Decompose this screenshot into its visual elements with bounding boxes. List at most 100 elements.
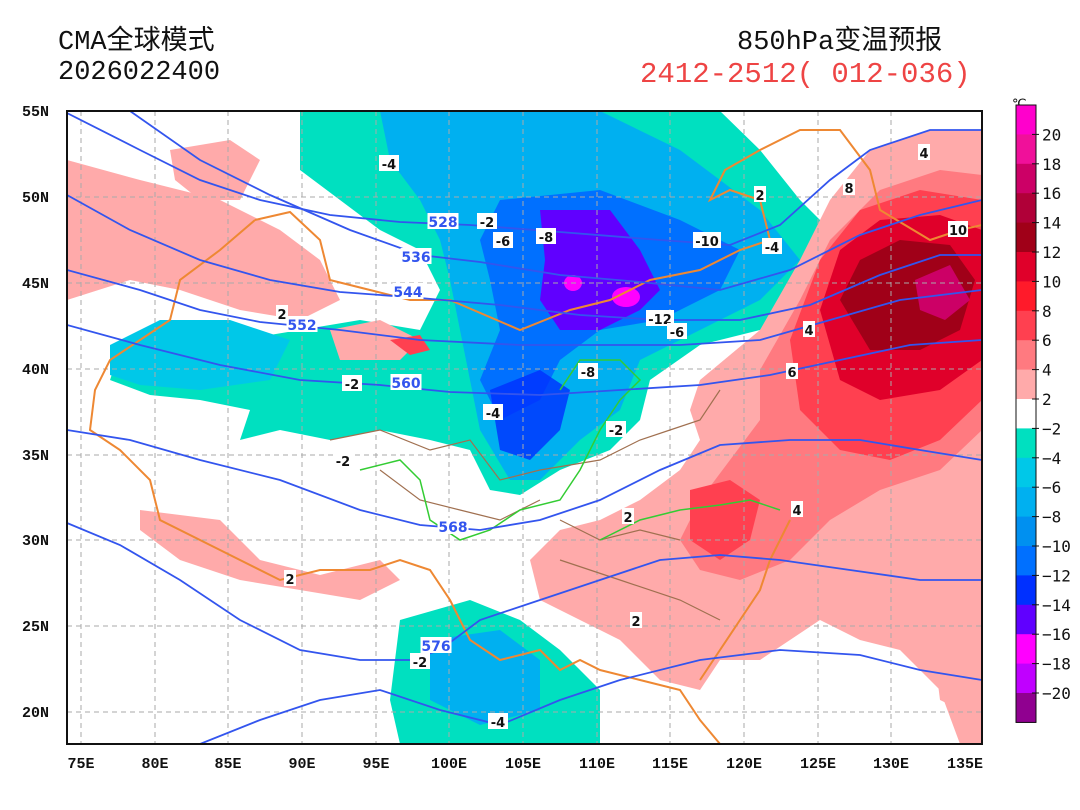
colorbar-swatch bbox=[1016, 193, 1036, 224]
map-frame bbox=[66, 110, 983, 745]
temp-change-label: -4 bbox=[486, 407, 500, 422]
height-label: 528 bbox=[428, 215, 457, 231]
temp-change-label: -2 bbox=[609, 424, 623, 439]
height-label: 536 bbox=[401, 250, 430, 266]
colorbar-swatch bbox=[1016, 222, 1036, 253]
label-bg bbox=[536, 228, 556, 244]
colorbar-label: −4 bbox=[1042, 449, 1061, 468]
temp-change-label: -2 bbox=[413, 656, 427, 671]
colorbar-label: 18 bbox=[1042, 155, 1061, 174]
colorbar-label: −10 bbox=[1042, 537, 1071, 556]
coastline bbox=[699, 519, 791, 681]
label-bg bbox=[437, 518, 469, 534]
label-bg bbox=[693, 232, 721, 248]
label-bg bbox=[622, 508, 634, 524]
national-border bbox=[254, 129, 982, 332]
temp-change-label: 2 bbox=[277, 308, 286, 323]
model-title: CMA全球模式 bbox=[58, 28, 215, 58]
colorbar-label: −6 bbox=[1042, 478, 1061, 497]
colorbar-label: −12 bbox=[1042, 566, 1071, 585]
label-bg bbox=[630, 612, 642, 628]
label-bg bbox=[379, 155, 399, 171]
valid-period: 2412-2512( 012-036) bbox=[640, 58, 971, 91]
colorbar-swatch bbox=[1016, 163, 1036, 194]
temp-change-label: 4 bbox=[792, 504, 801, 519]
colorbar-swatch bbox=[1016, 310, 1036, 341]
colorbar-label: −20 bbox=[1042, 684, 1071, 703]
label-bg bbox=[762, 238, 782, 254]
colorbar-label: 20 bbox=[1042, 125, 1061, 144]
lat-axis: 55N 50N 45N 40N 35N 30N 25N 20N bbox=[22, 104, 49, 722]
label-bg bbox=[276, 305, 288, 321]
height-label: 568 bbox=[438, 520, 467, 536]
colorbar-swatch bbox=[1016, 516, 1036, 547]
colorbar-swatch bbox=[1016, 634, 1036, 665]
colorbar-swatch bbox=[1016, 663, 1036, 694]
temp-change-label: -4 bbox=[765, 241, 779, 256]
label-bg bbox=[483, 404, 503, 420]
temp-change-label: -12 bbox=[648, 313, 672, 328]
label-bg bbox=[410, 653, 430, 669]
colorbar-swatch bbox=[1016, 428, 1036, 459]
lat-label: 45N bbox=[22, 276, 49, 293]
boundaries bbox=[88, 129, 982, 744]
lon-label: 95E bbox=[362, 756, 389, 773]
provincial-border bbox=[329, 389, 721, 621]
lon-label: 125E bbox=[800, 756, 836, 773]
colorbar: ℃ 2018161412108642−2−4−6−8−10−12−14−16−1… bbox=[1012, 97, 1071, 723]
temp-change-label: -4 bbox=[491, 716, 505, 731]
lat-label: 35N bbox=[22, 448, 49, 465]
label-bg bbox=[606, 421, 626, 437]
warm-region-core bbox=[840, 240, 975, 350]
colorbar-label: 2 bbox=[1042, 390, 1052, 409]
height-label: 560 bbox=[391, 376, 420, 392]
label-bg bbox=[791, 501, 803, 517]
temp-change-label: -2 bbox=[336, 455, 350, 470]
lon-label: 130E bbox=[873, 756, 909, 773]
temp-change-label: 2 bbox=[623, 511, 632, 526]
colorbar-swatch bbox=[1016, 487, 1036, 518]
height-label: 544 bbox=[393, 285, 422, 301]
label-bg bbox=[427, 213, 459, 229]
colorbar-swatch bbox=[1016, 340, 1036, 371]
temp-change-label: 6 bbox=[787, 366, 796, 381]
lat-label: 30N bbox=[22, 533, 49, 550]
warm-region-core-2 bbox=[915, 265, 970, 320]
colorbar-swatch bbox=[1016, 369, 1036, 400]
cold-region-south-inner bbox=[430, 630, 540, 725]
height-labels: 528 536 544 552 560 568 576 bbox=[286, 213, 469, 655]
height-label: 552 bbox=[287, 318, 316, 334]
temp-change-label: -10 bbox=[695, 235, 719, 250]
temp-change-label: -2 bbox=[345, 378, 359, 393]
height-label: 576 bbox=[421, 639, 450, 655]
colorbar-swatch bbox=[1016, 134, 1036, 165]
lat-label: 20N bbox=[22, 705, 49, 722]
temp-change-label: 2 bbox=[631, 615, 640, 630]
colorbar-label: 16 bbox=[1042, 184, 1061, 203]
colorbar-label: −16 bbox=[1042, 625, 1071, 644]
lon-label: 90E bbox=[288, 756, 315, 773]
label-bg bbox=[667, 323, 687, 339]
label-bg bbox=[420, 637, 452, 653]
label-bg bbox=[333, 452, 353, 468]
label-bg bbox=[803, 321, 815, 337]
lat-label: 25N bbox=[22, 619, 49, 636]
colorbar-swatch bbox=[1016, 457, 1036, 488]
label-bg bbox=[400, 248, 432, 264]
label-bg bbox=[284, 570, 296, 586]
colorbar-label: 8 bbox=[1042, 302, 1052, 321]
warm-region-mid bbox=[330, 320, 420, 360]
colorbar-swatch bbox=[1016, 604, 1036, 635]
label-bg bbox=[477, 213, 497, 229]
colorbar-swatch bbox=[1016, 575, 1036, 606]
label-bg bbox=[392, 283, 424, 299]
temp-change-label: 4 bbox=[804, 324, 813, 339]
colorbar-swatch bbox=[1016, 105, 1036, 135]
lon-label: 100E bbox=[431, 756, 467, 773]
temp-change-label: 2 bbox=[755, 189, 764, 204]
label-bg bbox=[646, 310, 674, 326]
lat-label: 55N bbox=[22, 104, 49, 121]
colorbar-label: 6 bbox=[1042, 331, 1052, 350]
lat-label: 50N bbox=[22, 190, 49, 207]
